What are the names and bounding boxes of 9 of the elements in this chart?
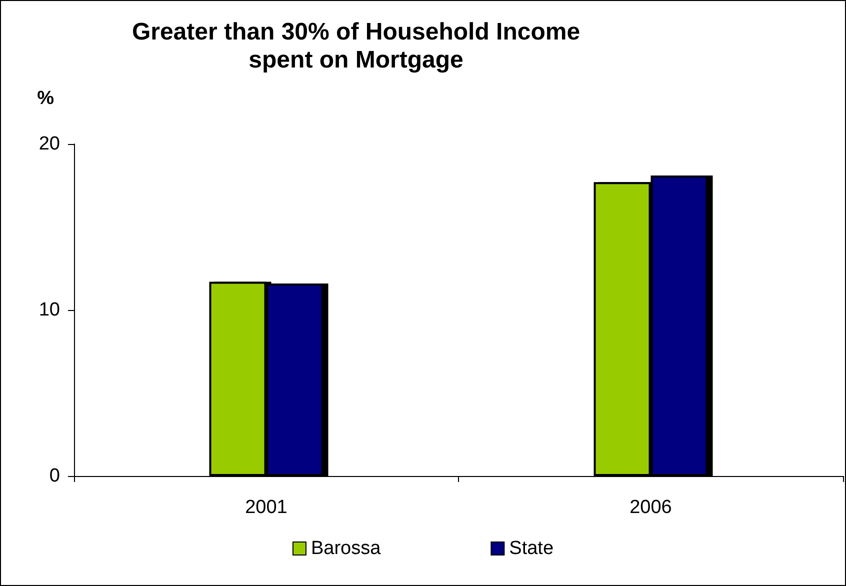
chart-title: Greater than 30% of Household Income spent on Mortgage bbox=[132, 18, 580, 74]
y-axis-title: % bbox=[37, 88, 54, 109]
legend-label: State bbox=[509, 538, 554, 559]
legend-label: Barossa bbox=[310, 538, 382, 559]
y-tick-label: 0 bbox=[49, 466, 60, 486]
x-tick-label: 2006 bbox=[630, 497, 672, 518]
y-tick-label: 10 bbox=[38, 300, 60, 320]
x-tick-label: 2001 bbox=[245, 497, 288, 518]
y-tick-label: 20 bbox=[38, 134, 60, 154]
